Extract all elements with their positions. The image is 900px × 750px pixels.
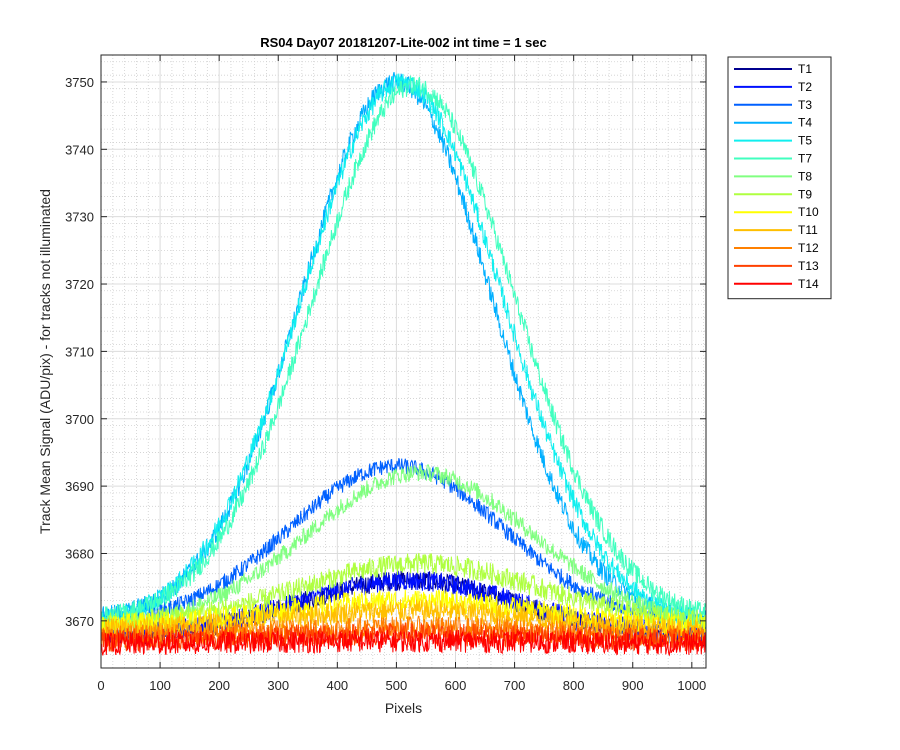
x-tick-label: 1000	[677, 678, 706, 693]
legend-box	[727, 56, 832, 300]
x-axis-label: Pixels	[385, 700, 422, 716]
y-tick-label: 3740	[65, 142, 94, 157]
x-tick-label: 0	[97, 678, 104, 693]
y-tick-label: 3710	[65, 344, 94, 359]
series-line-t5	[101, 73, 706, 631]
x-tick-label: 700	[504, 678, 526, 693]
x-tick-label: 600	[445, 678, 467, 693]
series-line-t3	[101, 458, 706, 632]
plot-lines	[101, 71, 706, 657]
legend-label-t14: T14	[798, 277, 819, 291]
series-line-t11	[101, 599, 706, 642]
legend-label-t7: T7	[798, 152, 812, 166]
x-tick-label: 200	[208, 678, 230, 693]
legend-label-t12: T12	[798, 241, 819, 255]
x-tick-label: 100	[149, 678, 171, 693]
y-tick-label: 3750	[65, 75, 94, 90]
y-tick-label: 3690	[65, 479, 94, 494]
legend-label-t1: T1	[798, 62, 812, 76]
y-tick-label: 3680	[65, 546, 94, 561]
series-line-t7	[101, 75, 706, 626]
y-tick-label: 3730	[65, 210, 94, 225]
y-tick-label: 3670	[65, 614, 94, 629]
axis-ticks: 0 100 200 300 400 500 600 700 800 900 1000 3670 3680…	[65, 55, 706, 693]
chart-title: RS04 Day07 20181207-Lite-002 int time = …	[260, 35, 547, 50]
legend-label-t3: T3	[798, 98, 812, 112]
y-tick-label: 3700	[65, 412, 94, 427]
legend-label-t2: T2	[798, 80, 812, 94]
legend-label-t5: T5	[798, 134, 812, 148]
legend-label-t9: T9	[798, 187, 812, 201]
x-tick-label: 500	[386, 678, 408, 693]
legend[interactable]: T1 T2 T3 T4 T5 T7 T8 T9 T10 T11 T12 T13 T14	[727, 56, 832, 300]
legend-label-t8: T8	[798, 169, 812, 183]
legend-label-t10: T10	[798, 205, 819, 219]
legend-label-t4: T4	[798, 116, 812, 130]
x-tick-label: 300	[267, 678, 289, 693]
y-axis-label: Track Mean Signal (ADU/pix) - for tracks…	[37, 189, 53, 534]
x-tick-label: 800	[563, 678, 585, 693]
series-line-t14	[101, 629, 706, 657]
y-tick-label: 3720	[65, 277, 94, 292]
legend-label-t11: T11	[798, 223, 818, 237]
series-line-t8	[101, 464, 706, 633]
axes-box	[100, 54, 707, 669]
x-tick-label: 400	[326, 678, 348, 693]
series-line-t9	[101, 552, 706, 632]
legend-label-t13: T13	[798, 259, 819, 273]
x-tick-label: 900	[622, 678, 644, 693]
